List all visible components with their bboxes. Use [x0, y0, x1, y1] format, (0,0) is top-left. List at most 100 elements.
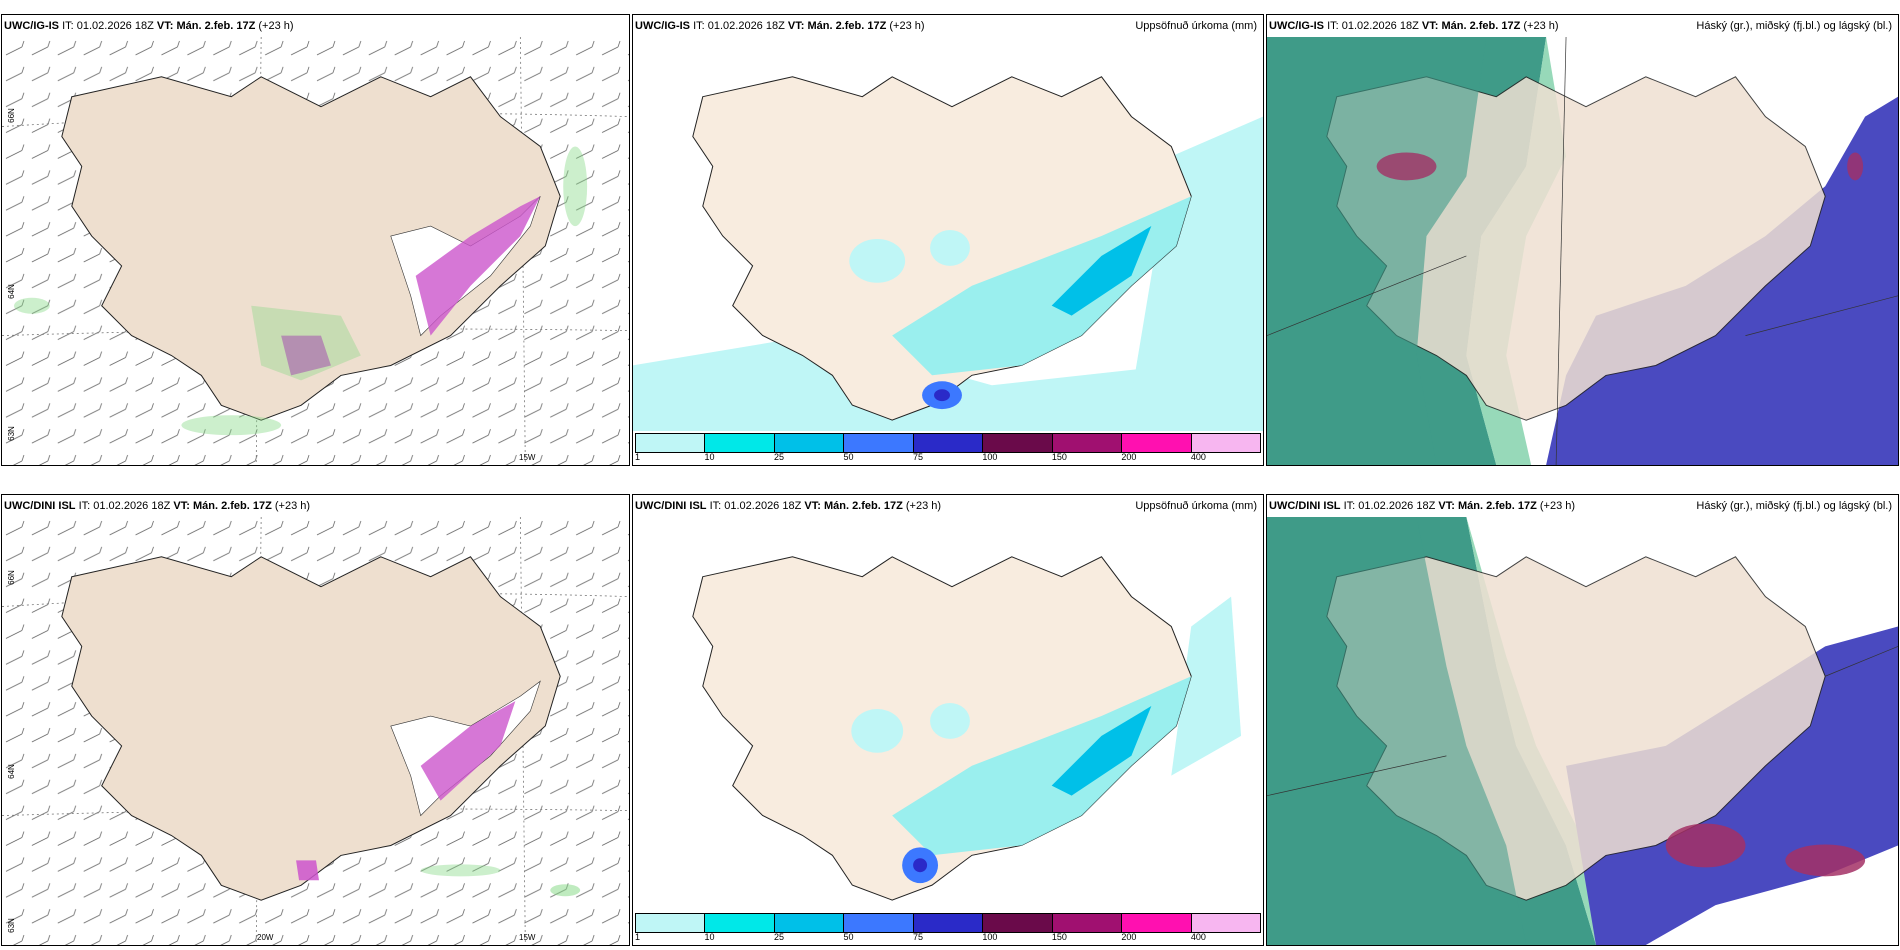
legend-swatch [913, 914, 984, 932]
it-value: 01.02.2026 18Z [93, 500, 171, 512]
legend-label: 25 [773, 452, 784, 462]
it-value: 01.02.2026 18Z [707, 20, 785, 32]
lon-label: 15W [519, 453, 536, 462]
lead-time: (+23 h) [1539, 500, 1576, 512]
panel-header: UWC/DINI ISL IT: 01.02.2026 18Z VT: Mán.… [633, 495, 1263, 517]
legend-swatch [1122, 434, 1192, 452]
legend-swatch [636, 914, 706, 932]
lon-label: 15W [519, 933, 536, 942]
legend-label: 10 [704, 932, 715, 942]
legend-swatch [983, 434, 1053, 452]
vt-label: VT: [156, 20, 174, 32]
panel-product-title: Háský (gr.), miðský (fj.bl.) og lágský (… [1696, 20, 1892, 32]
legend-swatch [636, 434, 706, 452]
iceland-map [633, 517, 1263, 911]
map-clouds[interactable] [1267, 37, 1898, 465]
legend-swatch [1052, 434, 1123, 452]
lat-label: 64N [6, 764, 16, 779]
lead-time: (+23 h) [274, 500, 311, 512]
legend-labels: 1 10 25 50 75 100 150 200 400 [635, 452, 1261, 464]
legend-label: 100 [982, 452, 998, 462]
panel-header: UWC/DINI ISL IT: 01.02.2026 18Z VT: Mán.… [2, 495, 629, 517]
it-label: IT: [1343, 500, 1356, 512]
lat-label: 66N [6, 108, 16, 123]
it-label: IT: [709, 500, 722, 512]
legend-swatch [774, 434, 845, 452]
iceland-map [1267, 37, 1898, 465]
legend-swatch [844, 914, 914, 932]
model-name: UWC/DINI ISL [4, 500, 76, 512]
panel-bottom-right: UWC/DINI ISL IT: 01.02.2026 18Z VT: Mán.… [1266, 494, 1899, 946]
vt-label: VT: [787, 20, 805, 32]
legend-label: 25 [773, 932, 784, 942]
panel-top-right: UWC/IG-IS IT: 01.02.2026 18Z VT: Mán. 2.… [1266, 14, 1899, 466]
legend-label: 100 [982, 932, 998, 942]
lead-time: (+23 h) [1523, 20, 1559, 32]
panel-top-left: UWC/IG-IS IT: 01.02.2026 18Z VT: Mán. 2.… [1, 14, 630, 466]
legend-label: 200 [1121, 932, 1137, 942]
model-name: UWC/DINI ISL [1269, 500, 1341, 512]
panel-top-middle: UWC/IG-IS IT: 01.02.2026 18Z VT: Mán. 2.… [632, 14, 1264, 466]
lead-time: (+23 h) [889, 20, 925, 32]
legend-swatch [913, 434, 984, 452]
model-name: UWC/DINI ISL [635, 500, 707, 512]
panel-header: UWC/IG-IS IT: 01.02.2026 18Z VT: Mán. 2.… [1267, 15, 1898, 37]
iceland-map [2, 37, 629, 465]
legend-label: 400 [1190, 932, 1206, 942]
it-value: 01.02.2026 18Z [1358, 500, 1436, 512]
legend-swatch [1122, 914, 1192, 932]
legend-label: 1 [635, 932, 641, 942]
legend-label: 200 [1121, 452, 1137, 462]
it-value: 01.02.2026 18Z [76, 20, 154, 32]
it-label: IT: [78, 500, 91, 512]
legend-label: 150 [1051, 452, 1067, 462]
legend-label: 75 [912, 452, 923, 462]
lat-label: 64N [6, 284, 16, 299]
lat-label: 63N [6, 918, 16, 933]
vt-value: Mán. 2.feb. 17Z [1457, 500, 1537, 512]
lon-label: 20W [257, 933, 274, 942]
lead-time: (+23 h) [258, 20, 294, 32]
map-precip[interactable] [633, 37, 1263, 431]
legend-label: 10 [704, 452, 715, 462]
iceland-map [633, 37, 1263, 431]
legend-swatch [844, 434, 914, 452]
panel-header: UWC/IG-IS IT: 01.02.2026 18Z VT: Mán. 2.… [2, 15, 629, 37]
vt-value: Mán. 2.feb. 17Z [192, 500, 272, 512]
vt-label: VT: [173, 500, 190, 512]
legend-label: 150 [1051, 932, 1067, 942]
legend-swatch [1191, 434, 1260, 452]
vt-value: Mán. 2.feb. 17Z [1441, 20, 1521, 32]
iceland-map [2, 517, 629, 945]
legend-label: 400 [1190, 452, 1206, 462]
vt-value: Mán. 2.feb. 17Z [823, 500, 903, 512]
vt-label: VT: [1421, 20, 1439, 32]
panel-bottom-left: UWC/DINI ISL IT: 01.02.2026 18Z VT: Mán.… [1, 494, 630, 946]
lat-label: 63N [6, 426, 16, 441]
map-wind[interactable]: 66N 64N 63N 20W 15W [2, 517, 629, 945]
it-label: IT: [1327, 20, 1339, 32]
panel-product-title: Háský (gr.), miðský (fj.bl.) og lágský (… [1696, 500, 1892, 512]
legend-swatch [705, 914, 775, 932]
panel-product-title: Uppsöfnuð úrkoma (mm) [1135, 500, 1257, 512]
vt-label: VT: [804, 500, 821, 512]
legend-label: 1 [635, 452, 641, 462]
vt-label: VT: [1438, 500, 1455, 512]
lead-time: (+23 h) [905, 500, 942, 512]
legend-swatch [1052, 914, 1123, 932]
model-name: UWC/IG-IS [4, 20, 59, 32]
legend-labels: 1 10 25 50 75 100 150 200 400 [635, 932, 1261, 944]
precip-legend: 1 10 25 50 75 100 150 200 400 [633, 431, 1263, 465]
it-value: 01.02.2026 18Z [1341, 20, 1419, 32]
legend-bar [635, 433, 1261, 453]
map-precip[interactable] [633, 517, 1263, 911]
it-label: IT: [62, 20, 74, 32]
map-clouds[interactable] [1267, 517, 1898, 945]
legend-swatch [774, 914, 845, 932]
legend-swatch [705, 434, 775, 452]
legend-swatch [1191, 914, 1260, 932]
map-wind[interactable]: 66N 64N 63N 15W [2, 37, 629, 465]
legend-swatch [983, 914, 1053, 932]
model-name: UWC/IG-IS [1269, 20, 1324, 32]
it-label: IT: [693, 20, 705, 32]
